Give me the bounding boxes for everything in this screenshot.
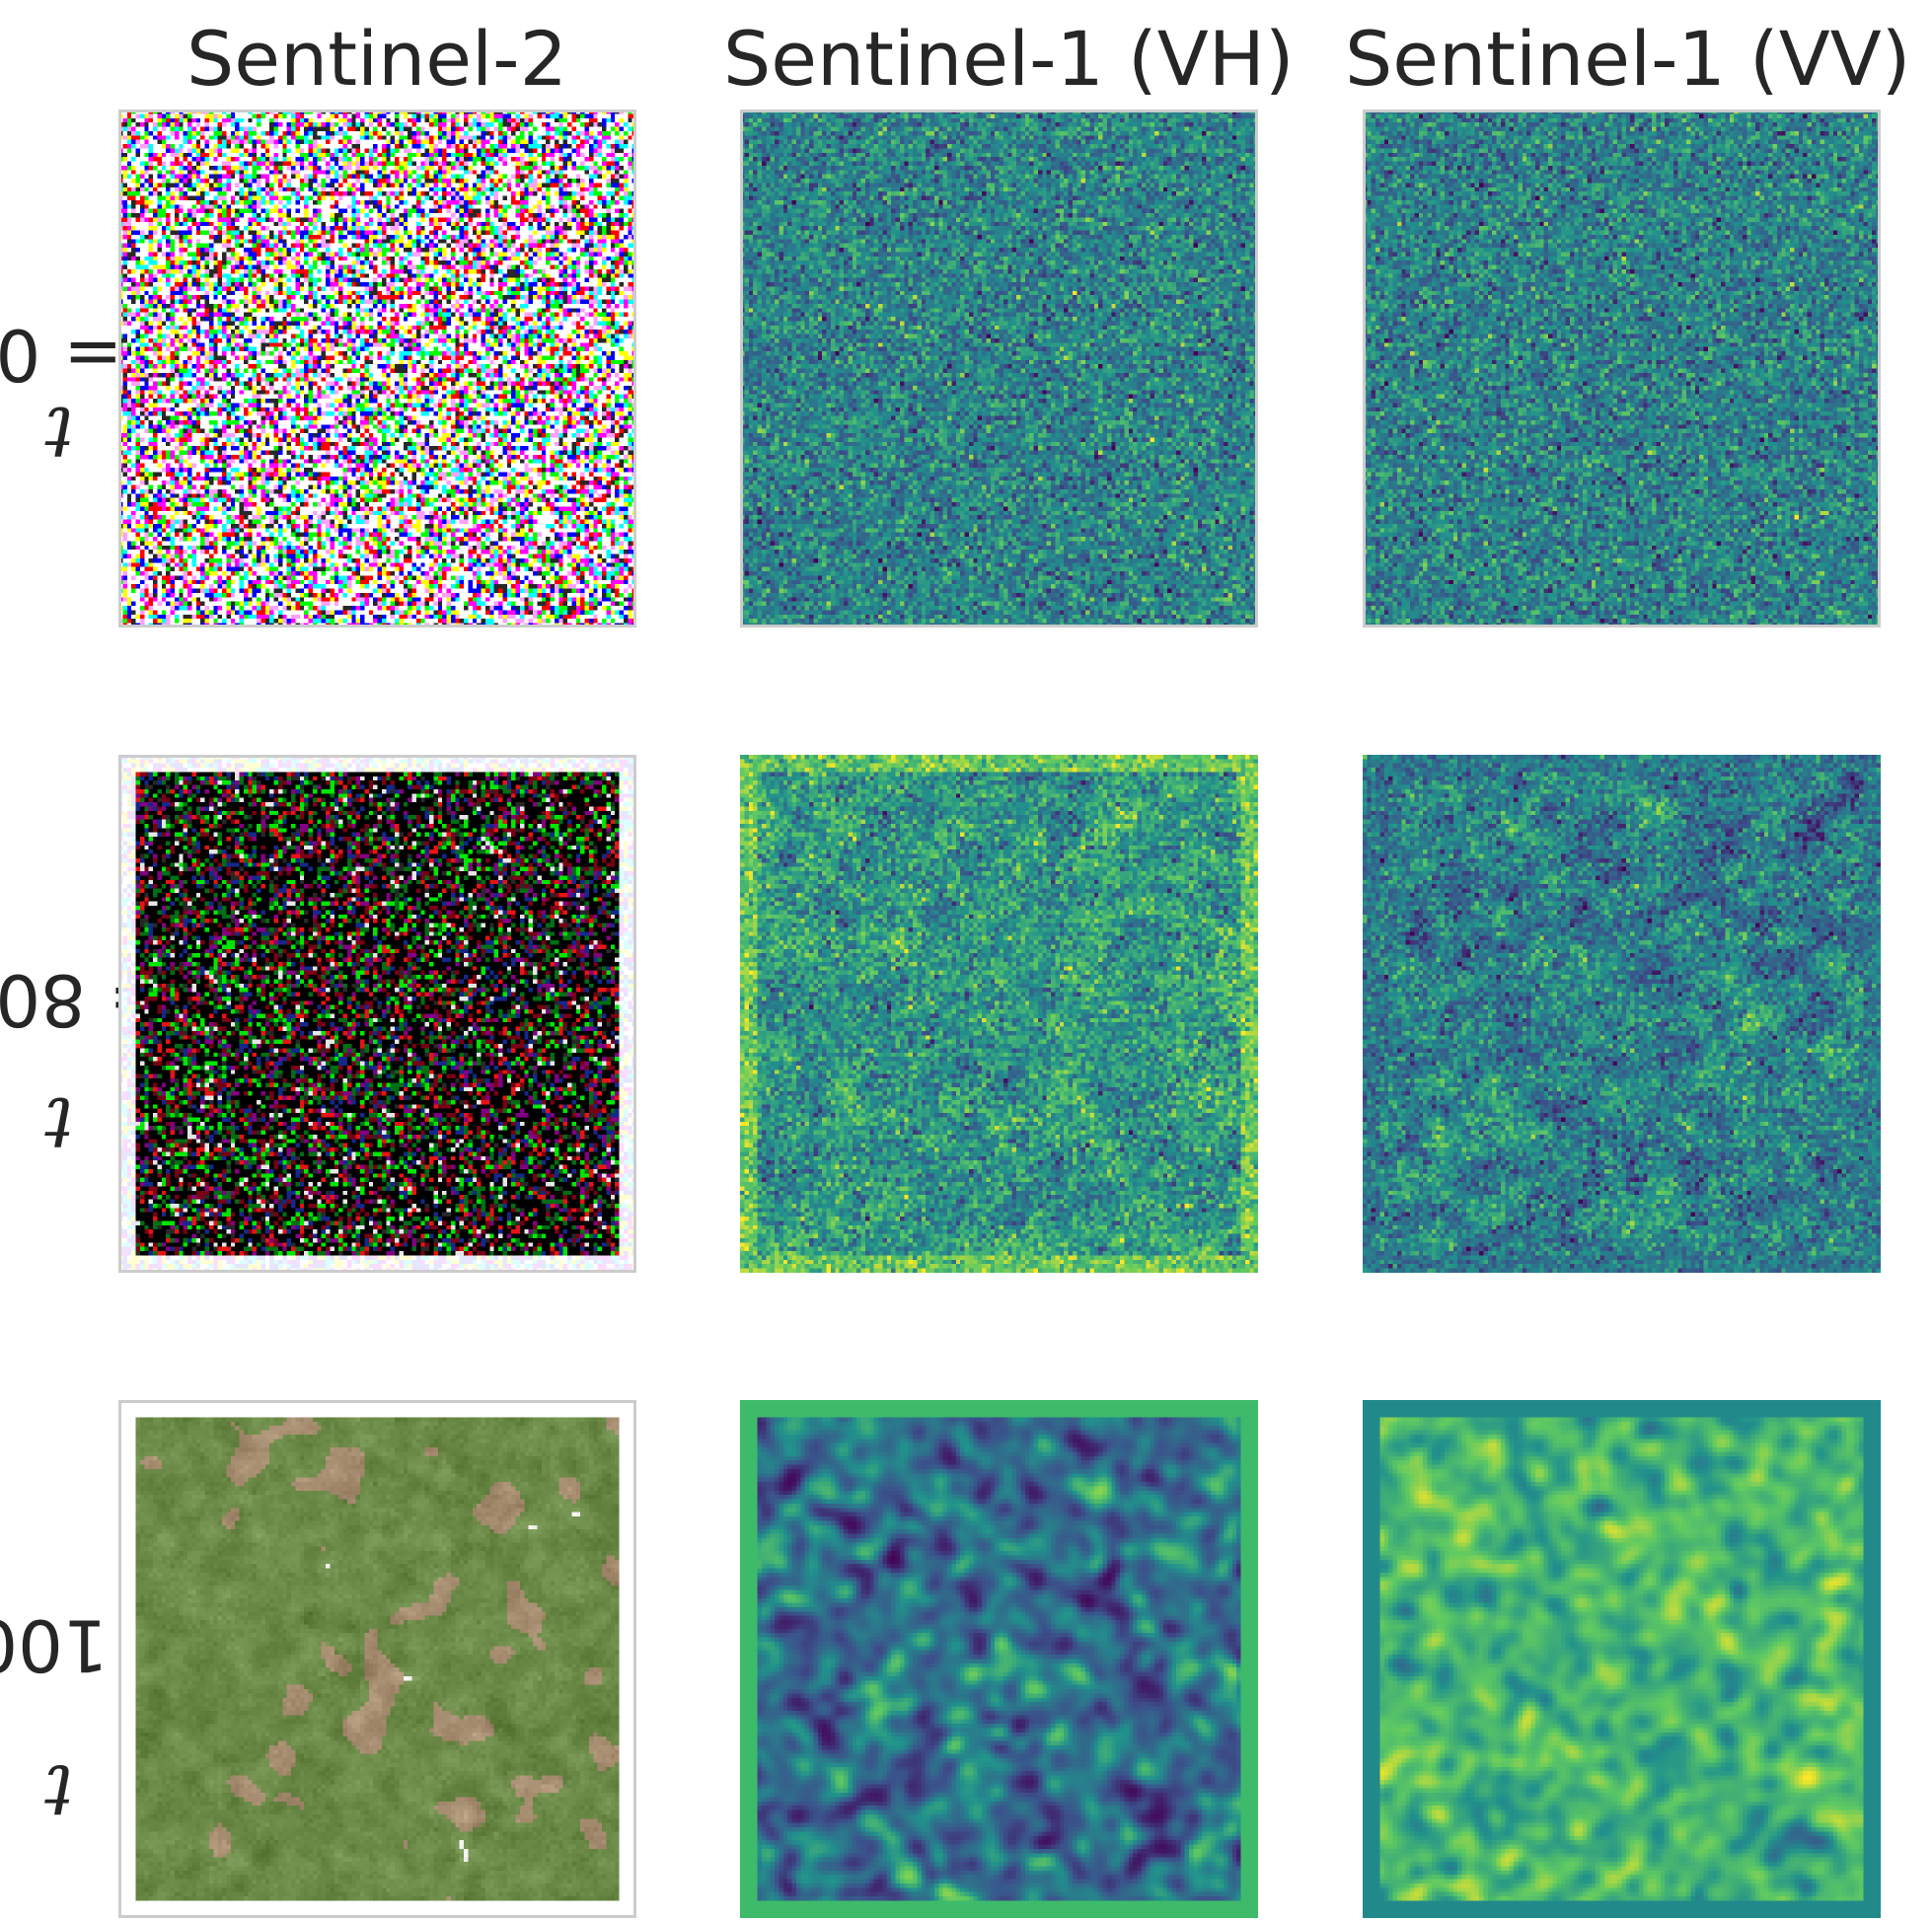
image-canvas (1363, 1400, 1881, 1918)
image-canvas (118, 1400, 636, 1918)
image-canvas (1363, 110, 1881, 628)
row-label-symbol: t (44, 1748, 74, 1832)
panel-sentinel-1-vv-t-800 (1363, 755, 1881, 1273)
column-title-sentinel-1-vh: Sentinel-1 (VH) (723, 15, 1295, 103)
panel-sentinel-1-vh-t-1000 (740, 1400, 1258, 1918)
panel-sentinel-1-vv-t-0 (1363, 110, 1881, 628)
panel-sentinel-1-vv-t-1000 (1363, 1400, 1881, 1918)
image-canvas (118, 110, 636, 628)
panel-sentinel-2-t-1000 (118, 1400, 636, 1918)
image-canvas (1363, 755, 1881, 1273)
row-label-symbol: t (44, 391, 74, 475)
row-label-t-800: t = 800 (0, 755, 168, 1273)
column-title-sentinel-1-vv: Sentinel-1 (VV) (1345, 15, 1911, 103)
row-label-t-1000: t = 1000 (0, 1400, 190, 1918)
column-title-sentinel-2: Sentinel-2 (186, 15, 567, 103)
row-label-t-0: t = 0 (0, 110, 123, 628)
panel-sentinel-2-t-0 (118, 110, 636, 628)
row-label-symbol: t (44, 1080, 74, 1164)
image-canvas (740, 110, 1258, 628)
panel-sentinel-1-vh-t-0 (740, 110, 1258, 628)
image-canvas (118, 755, 636, 1273)
image-canvas (740, 1400, 1258, 1918)
panel-sentinel-2-t-800 (118, 755, 636, 1273)
row-label-value: = 0 (0, 313, 123, 397)
panel-sentinel-1-vh-t-800 (740, 755, 1258, 1273)
image-canvas (740, 755, 1258, 1273)
